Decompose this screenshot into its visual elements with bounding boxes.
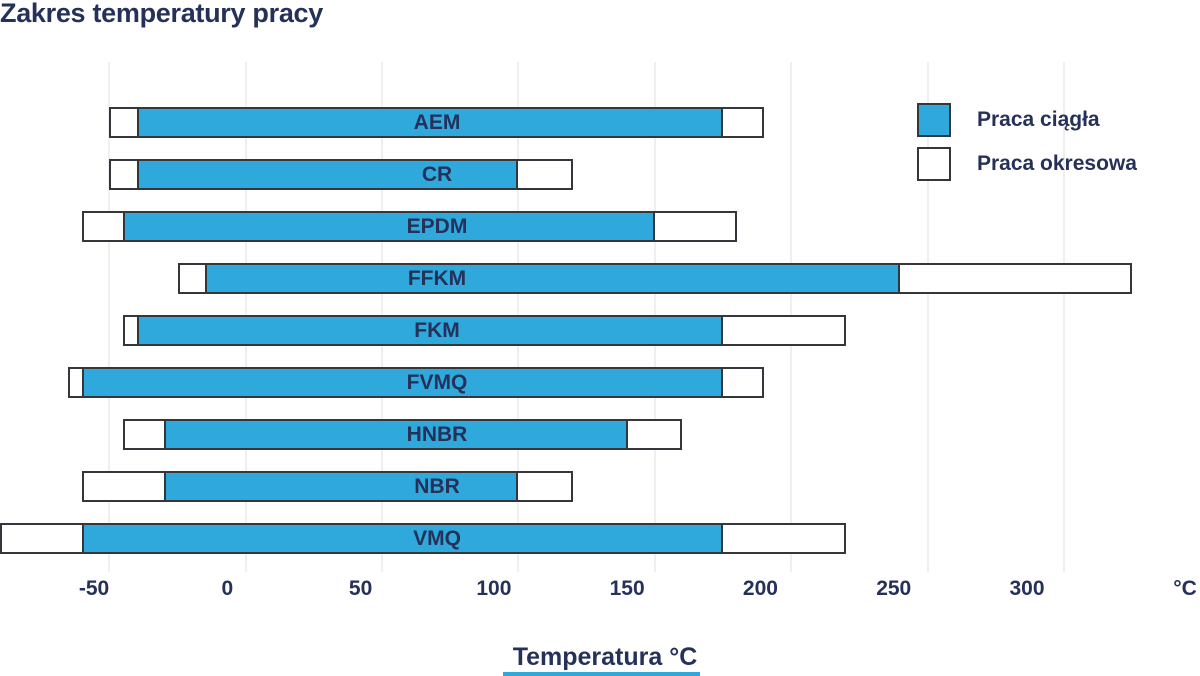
cropped-bottom-element [503, 672, 700, 676]
bar-continuous-aem [136, 107, 724, 138]
legend-item-continuous: Praca ciągła [917, 103, 1137, 137]
bar-label-vmq: VMQ [413, 526, 461, 550]
bar-label-fkm: FKM [414, 318, 460, 342]
bar-label-hnbr: HNBR [406, 422, 468, 446]
legend-label-periodic: Praca okresowa [977, 152, 1137, 175]
bar-continuous-fvmq [82, 367, 724, 398]
legend: Praca ciągła Praca okresowa [917, 103, 1137, 191]
bar-label-epdm: EPDM [406, 214, 468, 238]
legend-item-periodic: Praca okresowa [917, 147, 1137, 181]
bar-continuous-epdm [122, 211, 655, 242]
x-tick-200: 200 [742, 577, 778, 600]
legend-swatch-continuous-icon [917, 103, 951, 137]
bar-label-ffkm: FFKM [407, 266, 467, 290]
bar-continuous-nbr [163, 471, 519, 502]
bar-continuous-fkm [136, 315, 724, 346]
x-tick-100: 100 [476, 577, 512, 600]
gridline-300 [1062, 62, 1065, 572]
x-tick--50: -50 [78, 577, 110, 600]
gridline--50 [108, 62, 111, 572]
legend-label-continuous: Praca ciągła [977, 108, 1100, 131]
x-tick-150: 150 [609, 577, 645, 600]
bar-label-cr: CR [421, 162, 453, 186]
bar-continuous-hnbr [163, 419, 628, 450]
bar-continuous-ffkm [204, 263, 901, 294]
bar-continuous-cr [136, 159, 519, 190]
chart-title: Zakres temperatury pracy [0, 0, 323, 28]
x-tick-50: 50 [348, 577, 373, 600]
x-axis-title: Temperatura °C [512, 643, 698, 671]
x-tick-300: 300 [1009, 577, 1045, 600]
x-axis-unit-label: °C [1173, 577, 1197, 600]
bar-label-nbr: NBR [414, 474, 460, 498]
x-tick-0: 0 [221, 577, 234, 600]
legend-swatch-periodic-icon [917, 147, 951, 181]
x-tick-250: 250 [876, 577, 912, 600]
bar-label-fvmq: FVMQ [406, 370, 468, 394]
gridline-250 [926, 62, 929, 572]
bar-continuous-vmq [82, 523, 724, 554]
bar-label-aem: AEM [413, 110, 461, 134]
